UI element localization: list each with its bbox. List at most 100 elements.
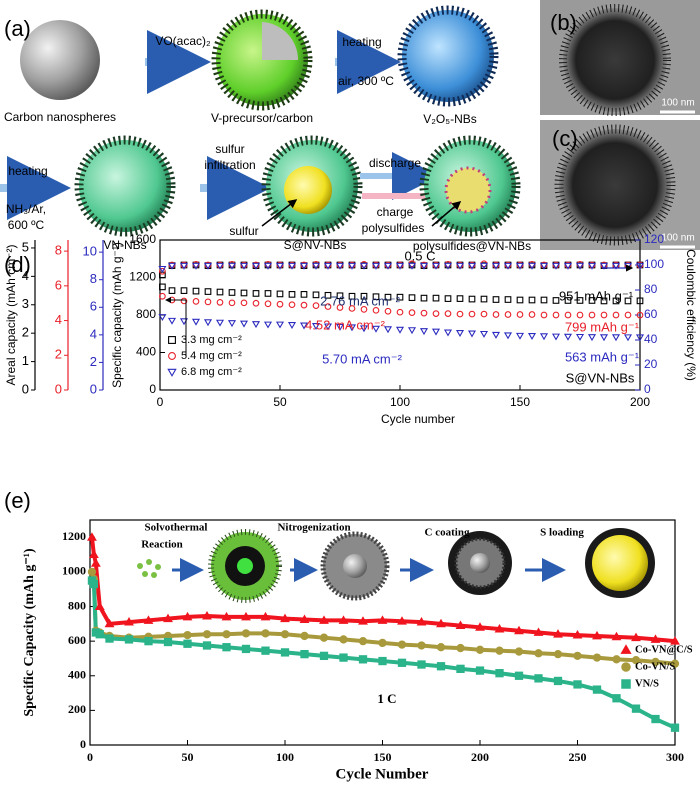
marker [636,311,644,319]
marker [551,262,561,270]
marker [527,333,537,340]
y2-tick-label: 0 [644,382,651,396]
y-tick-label: 600 [68,633,86,647]
marker [239,262,249,270]
marker [468,295,476,303]
marker [339,653,348,662]
marker [264,300,272,308]
y2-tick-label: 20 [644,357,658,371]
marker [191,318,201,326]
marker [443,262,453,270]
marker [651,657,660,667]
marker [372,306,380,314]
chart: 0 50 100 150 200 250 300 0 200 400 600 800 1000 1200 C… [22,519,693,782]
marker [299,262,309,270]
panel-label: (e) [4,488,31,513]
annotation: 799 mAh g⁻¹ [565,319,640,334]
marker [383,326,393,334]
marker [241,629,251,638]
x-tick-label: 100 [390,395,410,409]
legend-marker [167,368,177,377]
x-axis-title: Cycle number [381,412,455,426]
panel-label: (b) [550,10,577,35]
marker [444,310,452,317]
marker [336,292,344,300]
marker [323,262,333,270]
label: sulfur [215,142,244,156]
sulfur [592,535,648,591]
label: heating [8,164,47,178]
marker [527,262,537,270]
marker [251,262,261,270]
marker [420,294,428,302]
marker [241,644,251,654]
marker [588,297,596,304]
areal-tick-label: 2 [22,325,29,340]
marker [104,618,115,628]
marker [288,301,296,309]
marker [491,331,501,339]
marker [431,328,441,336]
marker [287,262,297,270]
marker [623,334,633,342]
marker [183,630,192,640]
annotation: 951 mAh g⁻¹ [559,288,634,303]
label: polysulfides@VN-NBs [413,239,531,253]
marker [456,643,465,653]
marker [575,333,585,341]
marker [311,322,321,330]
marker [203,262,213,270]
x-tick-label: 50 [273,395,287,409]
marker [324,303,332,310]
areal-tick-label: 8 [90,271,97,286]
core [343,554,367,578]
marker [475,645,485,654]
marker [592,630,602,640]
marker [624,311,632,319]
marker [216,288,224,296]
marker [182,611,193,621]
label: air, 300 ºC [338,74,394,88]
marker [168,287,176,294]
areal-tick-label: 6 [55,277,62,292]
marker [553,629,563,638]
marker [600,297,608,305]
legend-label: 6.8 mg cm⁻² [181,366,242,378]
marker [575,262,585,270]
marker [335,262,345,270]
y-tick-label: 400 [68,668,86,682]
marker [407,262,417,270]
marker [312,302,320,309]
marker [300,291,308,298]
marker [324,291,332,299]
marker [631,632,641,642]
cutaway [262,22,299,60]
marker [158,265,167,273]
inset-label: Solvothermal [145,522,208,534]
tem-sphere [554,124,676,246]
marker [319,651,329,661]
precursor-dots [137,559,161,578]
label: polysulfides [362,221,425,235]
marker [670,636,680,645]
marker [215,319,225,327]
marker [261,646,270,655]
panel-label: (a) [4,16,31,41]
schematic: Carbon nanospheres VO(acac)₂ V-precursor… [0,5,531,253]
marker [300,631,309,641]
marker [180,287,188,294]
marker [612,655,621,664]
marker [264,290,272,297]
marker [587,334,597,342]
chart: 0 50 100 150 2000400800120016000204060801001… [4,232,698,426]
sulfur [284,166,332,214]
marker [87,567,97,577]
marker [163,613,173,623]
marker [203,319,213,327]
y-tick-label: 0 [80,737,86,751]
y-axis-title: Specific capacity (mAh g⁻¹) [110,242,124,388]
areal-tick-label: 6 [90,299,97,314]
marker [280,630,290,639]
marker [480,310,488,318]
label: V-precursor/carbon [211,111,313,125]
